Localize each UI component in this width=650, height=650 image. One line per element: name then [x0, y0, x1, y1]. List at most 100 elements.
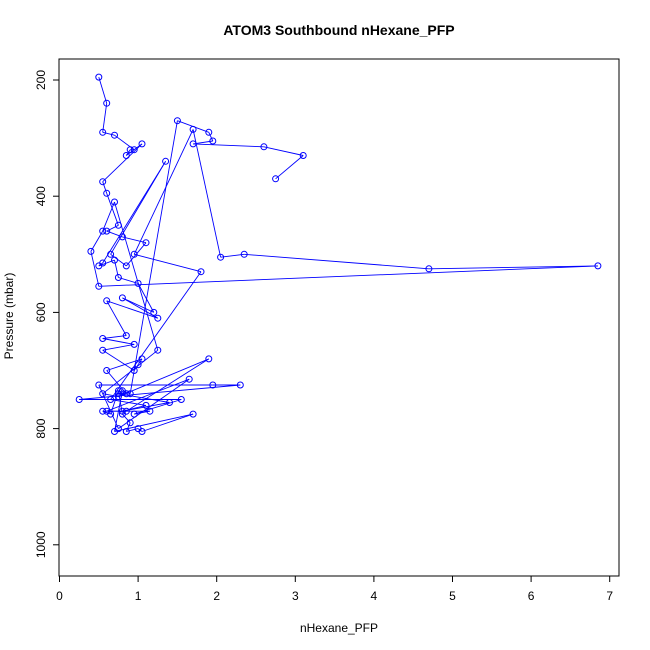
data-point	[197, 268, 205, 276]
data-point	[103, 367, 111, 374]
series-segment	[118, 358, 209, 398]
data-point	[138, 428, 146, 435]
data-point	[99, 178, 107, 186]
data-point	[240, 250, 248, 258]
x-tick-label: 6	[528, 589, 535, 603]
series-segment	[428, 265, 598, 270]
series-segment	[122, 404, 147, 412]
data-point	[99, 227, 107, 235]
data-point	[185, 375, 193, 383]
data-point	[122, 428, 130, 435]
data-point	[99, 346, 107, 354]
data-point	[114, 274, 122, 281]
data-point	[130, 146, 138, 154]
series-segment	[102, 181, 108, 194]
series-segment	[106, 300, 158, 319]
data-point	[95, 282, 103, 290]
series-segment	[122, 402, 170, 412]
data-point	[177, 396, 185, 403]
series-segment	[275, 155, 304, 180]
data-point	[95, 262, 103, 270]
data-point	[114, 221, 122, 229]
series-segment	[126, 428, 139, 432]
series-segment	[106, 193, 119, 226]
y-tick-label: 800	[34, 418, 48, 438]
data-point	[130, 250, 138, 258]
x-tick-label: 3	[292, 589, 299, 603]
series-segment	[102, 201, 115, 232]
data-point	[111, 198, 118, 206]
data-point	[189, 140, 197, 148]
series-segment	[133, 129, 194, 255]
y-tick-label: 400	[34, 186, 48, 206]
data-point	[118, 387, 126, 395]
data-point	[107, 410, 115, 418]
data-point	[118, 407, 126, 415]
data-point	[154, 346, 162, 354]
data-point	[162, 157, 170, 165]
series-segment	[134, 253, 202, 273]
data-point	[425, 265, 433, 273]
x-tick-label: 7	[606, 589, 613, 603]
series-segment	[125, 242, 147, 267]
series-segment	[137, 428, 143, 432]
data-point	[130, 367, 138, 374]
series-segment	[125, 422, 131, 432]
data-point	[118, 294, 126, 302]
data-point	[173, 117, 181, 125]
data-point	[95, 73, 103, 81]
series-segment	[106, 370, 127, 394]
data-point	[114, 387, 122, 395]
series-segment	[114, 134, 135, 151]
series-segment	[192, 129, 222, 258]
series-layer	[79, 76, 598, 432]
data-point	[166, 399, 173, 406]
data-point	[107, 396, 115, 403]
data-point	[154, 314, 162, 322]
data-point	[130, 410, 138, 418]
series-segment	[129, 120, 178, 394]
x-tick-label: 2	[213, 589, 220, 603]
x-tick-label: 5	[449, 589, 456, 603]
series-segment	[98, 265, 598, 287]
data-point	[236, 381, 244, 389]
data-point	[189, 125, 197, 133]
data-point	[299, 152, 307, 159]
x-axis: 0 1 2 3 4 5 6 7	[56, 576, 613, 603]
series-segment	[102, 161, 166, 264]
data-point	[189, 410, 197, 418]
series-segment	[106, 300, 127, 336]
series-segment	[79, 384, 241, 400]
data-point	[122, 152, 130, 159]
data-point	[99, 335, 107, 342]
series-segment	[220, 253, 245, 258]
y-axis: 200 400 600 800 1000	[34, 70, 59, 558]
data-point	[95, 381, 103, 389]
data-point	[111, 256, 118, 264]
data-point	[118, 233, 126, 241]
series-segment	[244, 253, 429, 270]
series-segment	[102, 335, 127, 339]
series-segment	[102, 131, 115, 136]
data-point	[138, 140, 146, 148]
data-point	[103, 99, 111, 107]
data-point	[103, 227, 111, 235]
chart-title: ATOM3 Southbound nHexane_PFP	[223, 22, 454, 38]
data-point	[146, 407, 154, 415]
data-point	[217, 253, 225, 261]
x-tick-label: 0	[56, 589, 63, 603]
series-segment	[106, 378, 190, 412]
data-point	[126, 390, 134, 398]
y-tick-label: 200	[34, 70, 48, 90]
data-point	[122, 262, 130, 270]
series-segment	[102, 143, 143, 183]
series-segment	[114, 201, 159, 351]
data-point	[126, 146, 134, 154]
data-point	[103, 189, 111, 197]
data-point	[272, 175, 280, 183]
data-point	[99, 128, 107, 136]
data-point	[138, 355, 146, 363]
y-tick-label: 1000	[34, 531, 48, 558]
series-segment	[102, 103, 108, 133]
